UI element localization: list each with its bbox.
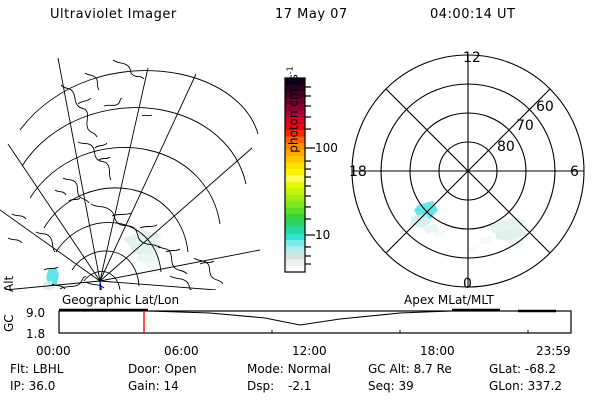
status-ip-key: IP:: [10, 379, 25, 393]
status-gcalt-key: GC Alt:: [368, 362, 410, 376]
geo-graticule: [0, 57, 261, 290]
status-flt-value: LBHL: [32, 362, 64, 376]
colorbar-panel: photon cm-2s-1 100 10: [262, 38, 338, 290]
orbit-ylabel-alt: Alt: [2, 275, 16, 292]
status-seq: Seq: 39: [368, 379, 414, 393]
status-row-1: Flt: LBHL Door: Open Mode: Normal GC Alt…: [0, 362, 600, 379]
status-flt: Flt: LBHL: [10, 362, 63, 376]
status-mode-value: Normal: [287, 362, 331, 376]
mlat-plot-title: Apex MLat/MLT: [404, 293, 494, 307]
status-door-key: Door:: [128, 362, 161, 376]
status-flt-key: Flt:: [10, 362, 29, 376]
mlt-spokes: [352, 55, 584, 287]
mlat-label-60: 60: [536, 99, 554, 115]
status-gain-key: Gain:: [128, 379, 160, 393]
time-tick-0: 00:00: [36, 344, 71, 358]
status-glon: GLon: 337.2: [489, 379, 562, 393]
status-dsp: Dsp: -2.1: [247, 379, 311, 393]
orbit-coverage-bars: [59, 308, 556, 313]
time-tick-2: 12:00: [292, 344, 327, 358]
status-mode-key: Mode:: [247, 362, 284, 376]
status-gain-value: 14: [163, 379, 179, 393]
status-dsp-key: Dsp:: [247, 379, 275, 393]
observation-date: 17 May 07: [275, 7, 348, 22]
status-dsp-value: -2.1: [287, 379, 312, 393]
mlt-label-12: 12: [463, 50, 481, 66]
time-tick-3: 18:00: [420, 344, 455, 358]
colorbar-tick-10: 10: [315, 228, 331, 242]
colorbar-tick-100: 100: [315, 141, 338, 155]
status-glon-value: 337.2: [527, 379, 562, 393]
mlat-label-70: 70: [516, 118, 534, 134]
status-door: Door: Open: [128, 362, 197, 376]
observation-time: 04:00:14 UT: [430, 7, 516, 22]
mlat-aurora-patches: [410, 201, 528, 253]
mlt-label-0: 0: [463, 276, 472, 290]
status-mode: Mode: Normal: [247, 362, 331, 376]
status-ip-value: 36.0: [28, 379, 56, 393]
mlt-label-6: 6: [570, 164, 579, 180]
status-glat-value: -68.2: [524, 362, 556, 376]
time-tick-4: 23:59: [536, 344, 571, 358]
status-ip: IP: 36.0: [10, 379, 55, 393]
time-tick-1: 06:00: [164, 344, 199, 358]
status-glat-key: GLat:: [489, 362, 522, 376]
colorbar-axis-label: photon cm-2s-1: [285, 66, 301, 153]
altitude-curve: [59, 310, 571, 326]
geo-orbit-track: [99, 280, 102, 290]
status-seq-key: Seq:: [368, 379, 395, 393]
status-glon-key: GLon:: [489, 379, 524, 393]
geographic-plot-title: Geographic Lat/Lon: [62, 293, 180, 307]
status-door-value: Open: [164, 362, 197, 376]
status-gcalt: GC Alt: 8.7 Re: [368, 362, 452, 376]
mlat-mlt-plot: 12 6 0 18 60 70 80: [349, 50, 585, 290]
mlt-label-18: 18: [349, 164, 367, 180]
status-glat: GLat: -68.2: [489, 362, 556, 376]
status-row-2: IP: 36.0 Gain: 14 Dsp: -2.1 Seq: 39 GLon…: [0, 379, 600, 396]
status-seq-value: 39: [398, 379, 414, 393]
mlat-label-80: 80: [497, 139, 515, 155]
geo-coastlines: [7, 59, 224, 290]
status-gain: Gain: 14: [128, 379, 179, 393]
instrument-title: Ultraviolet Imager: [50, 7, 177, 22]
status-gcalt-value: 8.7 Re: [413, 362, 452, 376]
colorbar-swatches: [284, 77, 315, 273]
orbit-altitude-plot: [58, 308, 572, 334]
geographic-map: [0, 57, 261, 290]
orbit-ytick-min: 1.8: [26, 327, 46, 341]
status-panel: Flt: LBHL Door: Open Mode: Normal GC Alt…: [0, 362, 600, 396]
orbit-ytick-max: 9.0: [26, 306, 46, 320]
